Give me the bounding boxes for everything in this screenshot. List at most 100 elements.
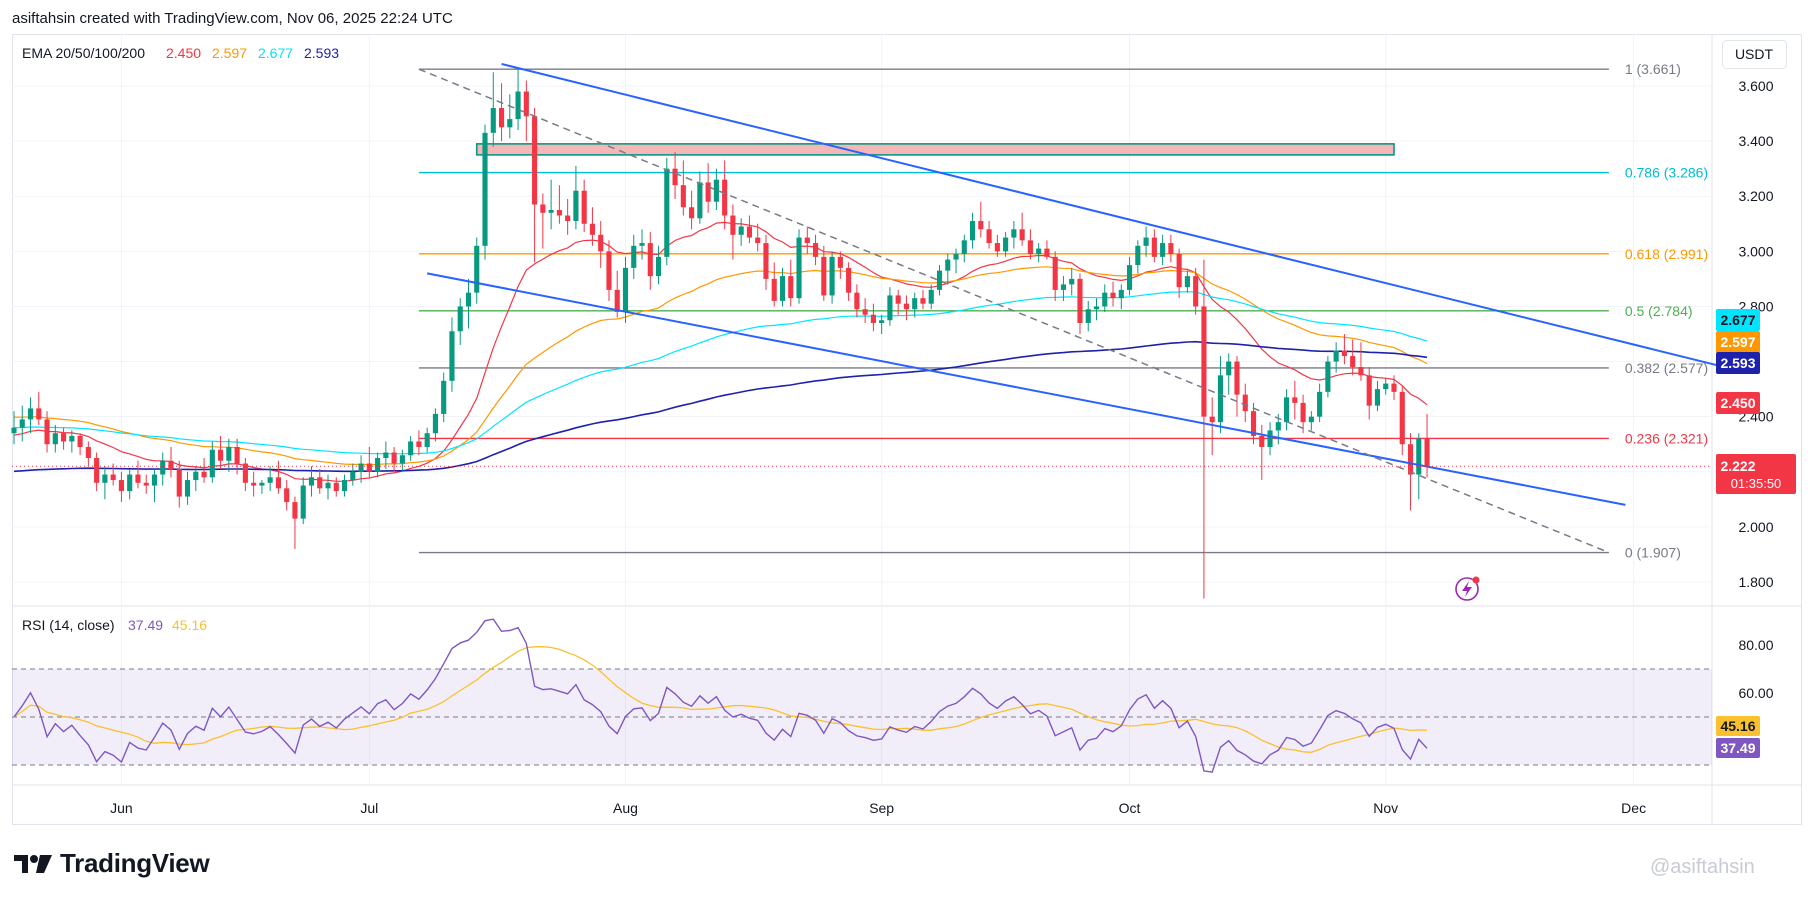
candle-body-down xyxy=(275,477,281,489)
candle-body-down xyxy=(771,278,777,301)
candle-body-down xyxy=(903,303,910,310)
candle-body-up xyxy=(1160,243,1166,257)
tradingview-brand[interactable]: TradingView xyxy=(14,848,210,879)
candle-body-down xyxy=(1350,356,1356,368)
candle-body-up xyxy=(713,179,719,202)
candle-body-down xyxy=(722,179,728,216)
price-badge-text: 2.677 xyxy=(1720,312,1755,328)
price-badge xyxy=(1716,392,1760,414)
candle-body-up xyxy=(622,267,629,312)
candle-body-down xyxy=(1399,391,1405,445)
ema-layer xyxy=(13,221,1428,482)
candle-body-up xyxy=(457,306,463,332)
fibonacci-layer: 1 (3.661) 0.786 (3.286) 0.618 (2.991) 0.5 (… xyxy=(418,61,1708,561)
candle-body-up xyxy=(465,292,472,307)
candles-layer xyxy=(11,69,1430,599)
candle-body-down xyxy=(755,237,761,244)
candle-body-down xyxy=(118,480,124,492)
currency-button[interactable] xyxy=(1722,40,1787,69)
candle-body-down xyxy=(672,168,678,186)
candle-body-down xyxy=(1077,278,1083,323)
candle-body-down xyxy=(1044,248,1050,257)
price-tick-label: 3.200 xyxy=(1738,188,1773,204)
candle-body-down xyxy=(366,463,372,472)
candle-body-down xyxy=(333,482,339,492)
candle-body-up xyxy=(358,463,364,472)
candle-body-up xyxy=(664,168,670,257)
candle-body-up xyxy=(1003,237,1009,252)
candle-body-down xyxy=(110,474,116,481)
axis-layer: 3.6003.4003.2003.0002.8002.4002.0001.800… xyxy=(110,78,1796,816)
candle-body-up xyxy=(1184,276,1190,288)
candle-body-up xyxy=(1085,309,1091,323)
candle-body-down xyxy=(589,223,596,235)
candle-body-down xyxy=(85,446,91,458)
candle-body-down xyxy=(77,435,83,447)
candle-body-up xyxy=(267,477,273,483)
candle-body-down xyxy=(498,108,505,128)
candle-body-up xyxy=(449,331,455,381)
candle-body-down xyxy=(94,458,100,483)
rsi-ma-legend-value: 45.16 xyxy=(172,617,207,633)
candle-body-up xyxy=(1060,284,1067,290)
candle-body-down xyxy=(242,463,248,483)
tradingview-logo-icon xyxy=(14,854,52,873)
candle-body-down xyxy=(1168,243,1174,255)
candle-body-down xyxy=(416,441,422,447)
candle-body-up xyxy=(1416,438,1422,475)
candle-body-up xyxy=(341,480,348,492)
candle-body-down xyxy=(556,210,562,216)
candle-body-down xyxy=(920,298,926,304)
candle-body-up xyxy=(639,243,645,246)
candle-body-up xyxy=(308,477,315,486)
rsi-legend-label: RSI (14, close) xyxy=(22,617,115,633)
author-watermark: @asiftahsin xyxy=(1650,856,1755,878)
candle-body-down xyxy=(1424,438,1430,467)
price-badge xyxy=(1716,331,1760,353)
candle-body-up xyxy=(432,413,438,434)
candle-body-up xyxy=(102,474,108,483)
candle-body-down xyxy=(391,452,397,464)
candle-body-up xyxy=(697,182,703,219)
rsi-ma-line xyxy=(13,646,1428,753)
candle-body-down xyxy=(1259,435,1265,447)
price-tick-label: 3.400 xyxy=(1738,133,1773,149)
candle-body-down xyxy=(1292,397,1298,403)
candle-body-up xyxy=(1011,229,1017,238)
candle-body-down xyxy=(837,256,843,268)
candle-body-down xyxy=(581,190,587,224)
candle-body-up xyxy=(945,259,951,271)
ema100-legend-value: 2.677 xyxy=(258,45,293,61)
candle-body-down xyxy=(895,295,901,304)
candle-body-down xyxy=(284,488,290,503)
candle-body-down xyxy=(317,477,323,489)
last-price-text: 2.222 xyxy=(1720,458,1755,474)
candle-body-up xyxy=(779,276,786,301)
candle-body-up xyxy=(953,254,959,260)
candle-body-down xyxy=(812,243,819,257)
candle-body-down xyxy=(1151,237,1157,257)
candle-body-up xyxy=(52,433,58,445)
candle-body-down xyxy=(1209,416,1215,423)
candle-body-down xyxy=(821,256,827,296)
candle-body-down xyxy=(986,229,992,244)
candle-body-up xyxy=(1143,237,1149,246)
time-axis-label: Nov xyxy=(1373,800,1398,816)
candle-body-down xyxy=(565,215,571,222)
lightning-icon[interactable] xyxy=(1455,576,1480,601)
rsi-tick-label: 80.00 xyxy=(1738,637,1773,653)
candle-body-up xyxy=(226,446,232,461)
candle-body-up xyxy=(1226,361,1232,376)
fib-level-label: 0.5 (2.784) xyxy=(1625,303,1693,319)
candle-body-down xyxy=(598,234,604,252)
candle-body-up xyxy=(19,419,25,428)
ema20-legend-value: 2.450 xyxy=(166,45,201,61)
candle-body-up xyxy=(160,460,166,475)
candle-body-down xyxy=(763,243,769,279)
candle-body-up xyxy=(424,433,430,447)
chart-attribution: asiftahsin created with TradingView.com,… xyxy=(12,10,453,27)
brand-name: TradingView xyxy=(60,848,210,878)
candle-body-down xyxy=(1250,411,1257,436)
candle-body-down xyxy=(689,207,695,219)
